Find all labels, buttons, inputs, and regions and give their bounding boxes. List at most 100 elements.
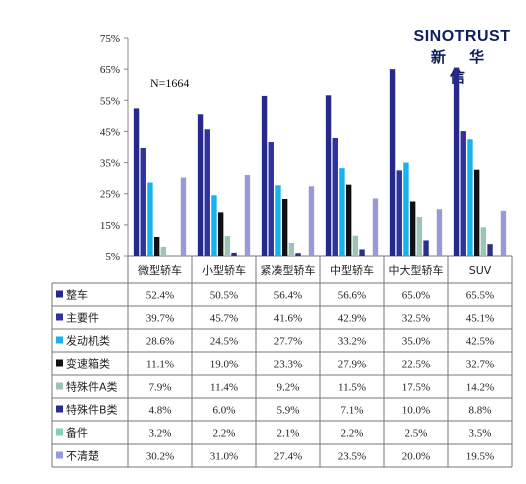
legend-swatch [56, 382, 63, 390]
table-cell-value: 56.6% [338, 290, 366, 302]
y-tick-label: 65% [100, 64, 120, 76]
category-label: 中型轿车 [330, 263, 374, 277]
table-cell-value: 35.0% [402, 336, 430, 348]
logo-english-text: SINOTRUST [413, 28, 511, 45]
bar [308, 186, 315, 256]
legend-label: 整车 [66, 288, 88, 302]
y-tick-label: 75% [100, 33, 120, 45]
category-label: 紧凑型轿车 [261, 263, 316, 277]
legend-swatch [56, 405, 63, 413]
table-cell-value: 23.3% [274, 359, 302, 371]
table-cell-value: 65.0% [402, 290, 430, 302]
bar [423, 240, 429, 256]
bar [281, 199, 288, 256]
table-cell-value: 32.7% [466, 359, 494, 371]
legend-swatch [56, 359, 63, 367]
bar [244, 175, 251, 256]
bar [416, 217, 423, 256]
bar [345, 184, 352, 256]
y-tick-label: 55% [100, 95, 120, 107]
table-cell-value: 2.2% [341, 428, 364, 440]
table-cell-value: 14.2% [466, 382, 494, 394]
bar [352, 235, 359, 256]
legend-swatch [56, 336, 63, 344]
bar [268, 142, 274, 256]
category-label: SUV [469, 264, 492, 277]
bar [180, 177, 187, 256]
legend-swatch [56, 290, 63, 298]
table-cell-value: 19.5% [466, 451, 494, 463]
table-cell-value: 20.0% [402, 451, 430, 463]
bar [332, 137, 338, 256]
table-cell-value: 33.2% [338, 336, 366, 348]
bar [409, 201, 416, 256]
bar [160, 246, 167, 256]
legend-label: 不清楚 [66, 449, 99, 463]
table-cell-value: 27.4% [274, 451, 302, 463]
table-cell-value: 11.4% [210, 382, 238, 394]
bar [467, 139, 473, 256]
table-cell-value: 7.9% [149, 382, 172, 394]
legend-swatch [56, 451, 63, 459]
y-tick-label: 5% [105, 251, 120, 263]
table-cell-value: 31.0% [210, 451, 238, 463]
y-tick-label: 15% [100, 220, 120, 232]
table-cell-value: 27.7% [274, 336, 302, 348]
table-cell-value: 10.0% [402, 405, 430, 417]
sinotrust-logo: SINOTRUST 新 华 信 [412, 28, 512, 87]
table-cell-value: 50.5% [210, 290, 238, 302]
bar [372, 198, 379, 256]
table-cell-value: 45.7% [210, 313, 238, 325]
bar [453, 67, 460, 256]
bar [339, 168, 345, 256]
table-cell-value: 6.0% [213, 405, 236, 417]
bar [460, 131, 466, 256]
bar [275, 185, 281, 256]
bar [295, 253, 301, 256]
table-cell-value: 17.5% [402, 382, 430, 394]
legend-swatch [56, 428, 63, 436]
table-cell-value: 7.1% [341, 405, 364, 417]
bar [153, 237, 160, 256]
bar [325, 95, 332, 256]
y-tick-label: 35% [100, 158, 120, 170]
table-cell-value: 2.5% [405, 428, 428, 440]
bar [480, 227, 487, 256]
table-cell-value: 52.4% [146, 290, 174, 302]
category-label: 中大型轿车 [389, 263, 444, 277]
bar [224, 236, 231, 256]
bar [389, 69, 396, 257]
bar [211, 195, 217, 256]
table-cell-value: 39.7% [146, 313, 174, 325]
bar [231, 252, 237, 256]
table-cell-value: 2.2% [213, 428, 236, 440]
bar [197, 114, 204, 256]
legend-label: 主要件 [66, 312, 99, 325]
y-tick-label: 25% [100, 189, 120, 201]
bar [436, 209, 443, 256]
bar [217, 212, 224, 256]
table-cell-value: 19.0% [210, 359, 238, 371]
table-cell-value: 27.9% [338, 359, 366, 371]
table-cell-value: 2.1% [277, 428, 300, 440]
legend-label: 备件 [66, 426, 88, 440]
bar [204, 129, 210, 256]
bar [261, 95, 268, 256]
bar [396, 170, 402, 256]
table-cell-value: 45.1% [466, 313, 494, 325]
table-cell-value: 3.5% [469, 428, 492, 440]
bar [403, 162, 409, 256]
bar [500, 210, 507, 256]
bar [288, 242, 295, 256]
table-cell-value: 42.5% [466, 336, 494, 348]
legend-label: 变速箱类 [66, 357, 110, 371]
table-cell-value: 42.9% [338, 313, 366, 325]
table-cell-value: 56.4% [274, 290, 302, 302]
table-cell-value: 41.6% [274, 313, 302, 325]
table-cell-value: 8.8% [469, 405, 492, 417]
legend-label: 特殊件B类 [66, 403, 118, 417]
bar [473, 169, 480, 256]
table-cell-value: 4.8% [149, 405, 172, 417]
table-cell-value: 11.1% [146, 359, 174, 371]
